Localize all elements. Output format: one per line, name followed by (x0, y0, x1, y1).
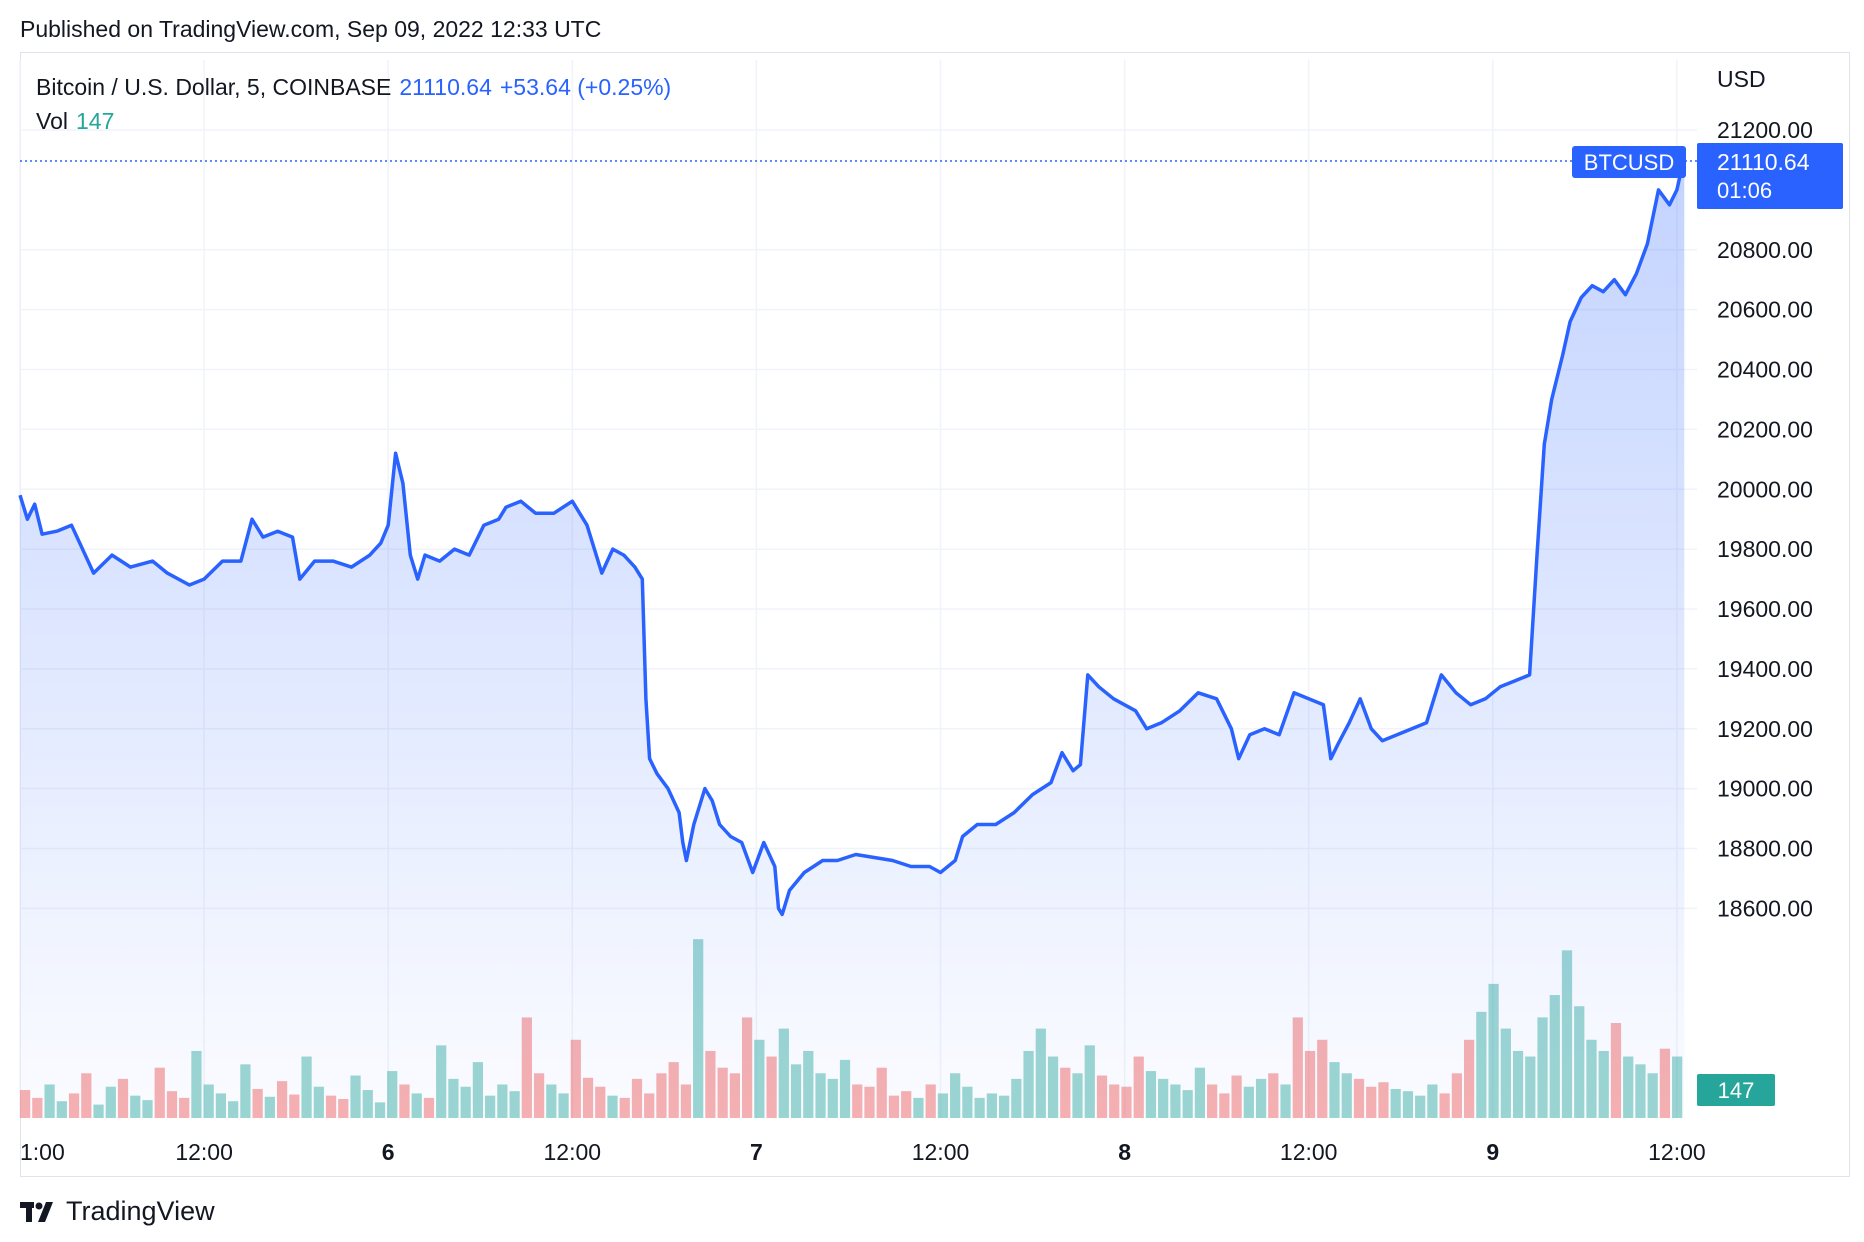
chart-legend: Bitcoin / U.S. Dollar, 5, COINBASE 21110.… (36, 70, 671, 138)
y-tick-label: 20400.00 (1717, 357, 1813, 383)
price-axis[interactable]: 21200.00 20800.00 20600.00 20400.00 20200.00… (1717, 117, 1813, 921)
x-tick-label: 9 (1486, 1139, 1499, 1165)
y-tick-label: 20800.00 (1717, 237, 1813, 263)
tradingview-logo[interactable]: TradingView (20, 1196, 215, 1227)
published-caption: Published on TradingView.com, Sep 09, 20… (20, 16, 602, 42)
ticker-tag-bg (1572, 146, 1686, 178)
legend-volume-value: 147 (75, 108, 115, 134)
x-tick-label: 12:00 (1280, 1139, 1338, 1165)
volume-tag: 147 (1697, 1074, 1775, 1106)
x-tick-label: 7 (750, 1139, 763, 1165)
x-tick-label: 1:00 (20, 1139, 65, 1165)
price-tag-bg (1697, 143, 1843, 209)
y-tick-label: 19800.00 (1717, 536, 1813, 562)
y-tick-label: 19600.00 (1717, 596, 1813, 622)
y-tick-label: 21200.00 (1717, 117, 1813, 143)
tradingview-mark-icon (20, 1201, 53, 1222)
x-tick-label: 12:00 (1648, 1139, 1706, 1165)
legend-change: +53.64 (+0.25%) (499, 74, 672, 100)
y-tick-label: 20000.00 (1717, 476, 1813, 502)
price-tag-countdown: 01:06 (1717, 178, 1772, 203)
legend-price: 21110.64 (399, 74, 492, 100)
y-tick-label: 18800.00 (1717, 836, 1813, 862)
x-tick-label: 12:00 (544, 1139, 602, 1165)
legend-row-volume: Vol 147 (36, 104, 671, 138)
x-tick-label: 8 (1118, 1139, 1131, 1165)
volume-tag-bg (1697, 1074, 1775, 1106)
tradingview-brand: TradingView (66, 1196, 215, 1226)
legend-volume-label[interactable]: Vol (36, 108, 68, 134)
price-area-fill (20, 156, 1685, 1119)
legend-row-price: Bitcoin / U.S. Dollar, 5, COINBASE 21110.… (36, 70, 671, 104)
x-tick-label: 6 (382, 1139, 395, 1165)
time-axis[interactable]: 1:00 12:00 6 12:00 7 12:00 8 12:00 9 12:00 (20, 1139, 1706, 1165)
y-tick-label: 19000.00 (1717, 776, 1813, 802)
y-tick-label: 18600.00 (1717, 895, 1813, 921)
price-line (18, 156, 1687, 917)
x-tick-label: 12:00 (912, 1139, 970, 1165)
price-tag-value: 21110.64 (1717, 149, 1810, 175)
y-tick-label: 19400.00 (1717, 656, 1813, 682)
y-tick-label: 19200.00 (1717, 716, 1813, 742)
y-tick-label: 20200.00 (1717, 416, 1813, 442)
legend-symbol[interactable]: Bitcoin / U.S. Dollar, 5, COINBASE (36, 74, 392, 100)
ticker-tag-label: BTCUSD (1584, 150, 1674, 175)
x-tick-label: 12:00 (175, 1139, 233, 1165)
currency-label: USD (1717, 66, 1766, 92)
y-tick-label: 20600.00 (1717, 297, 1813, 323)
volume-tag-value: 147 (1718, 1078, 1755, 1103)
last-price-tag: BTCUSD 21110.64 01:06 (1572, 143, 1843, 209)
